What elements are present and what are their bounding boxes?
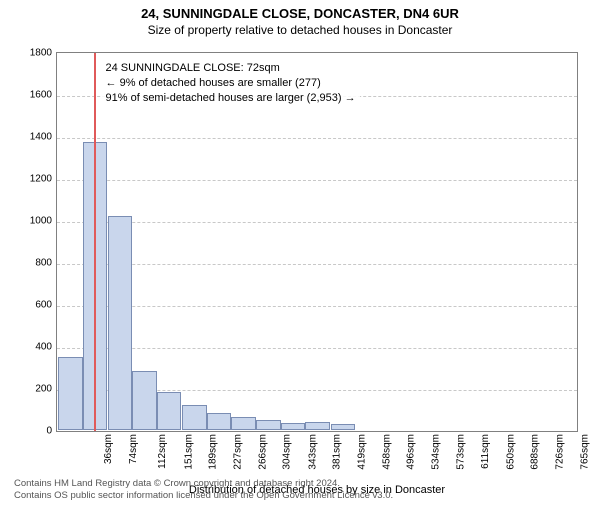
histogram-bar — [157, 392, 182, 430]
x-tick-label: 534sqm — [431, 434, 442, 470]
x-tick-label: 381sqm — [332, 434, 343, 470]
x-tick-label: 343sqm — [307, 434, 318, 470]
x-tick-label: 688sqm — [530, 434, 541, 470]
x-tick-label: 419sqm — [356, 434, 367, 470]
y-tick-label: 1200 — [22, 174, 52, 185]
plot-region: 24 SUNNINGDALE CLOSE: 72sqm← 9% of detac… — [56, 52, 578, 432]
histogram-bar — [132, 371, 157, 430]
histogram-bar — [305, 422, 330, 430]
x-tick-label: 765sqm — [580, 434, 591, 470]
chart-title: 24, SUNNINGDALE CLOSE, DONCASTER, DN4 6U… — [0, 6, 600, 21]
histogram-bar — [281, 423, 306, 430]
annotation-box: 24 SUNNINGDALE CLOSE: 72sqm← 9% of detac… — [102, 59, 360, 108]
x-tick-label: 74sqm — [128, 434, 139, 464]
x-tick-label: 726sqm — [555, 434, 566, 470]
histogram-bar — [256, 420, 281, 431]
y-tick-label: 800 — [22, 258, 52, 269]
annotation-line: 91% of semi-detached houses are larger (… — [106, 91, 356, 106]
chart-subtitle: Size of property relative to detached ho… — [0, 23, 600, 37]
histogram-bar — [108, 216, 133, 430]
histogram-bar — [231, 417, 256, 430]
histogram-bar — [331, 424, 356, 430]
histogram-bar — [207, 413, 232, 430]
reference-line — [94, 53, 96, 431]
gridline — [57, 348, 577, 349]
attribution-footer: Contains HM Land Registry data © Crown c… — [14, 478, 393, 502]
y-tick-label: 1600 — [22, 90, 52, 101]
footer-line2: Contains OS public sector information li… — [14, 490, 393, 502]
y-tick-label: 0 — [22, 426, 52, 437]
gridline — [57, 138, 577, 139]
histogram-bar — [182, 405, 207, 430]
y-tick-label: 1400 — [22, 132, 52, 143]
x-tick-label: 266sqm — [257, 434, 268, 470]
gridline — [57, 180, 577, 181]
x-tick-label: 304sqm — [282, 434, 293, 470]
x-tick-label: 611sqm — [480, 434, 491, 469]
gridline — [57, 222, 577, 223]
y-tick-label: 1800 — [22, 48, 52, 59]
y-tick-label: 600 — [22, 300, 52, 311]
gridline — [57, 306, 577, 307]
y-tick-label: 200 — [22, 384, 52, 395]
footer-line1: Contains HM Land Registry data © Crown c… — [14, 478, 393, 490]
x-tick-label: 496sqm — [406, 434, 417, 470]
histogram-bar — [58, 357, 83, 431]
x-tick-label: 650sqm — [505, 434, 516, 470]
gridline — [57, 264, 577, 265]
x-tick-label: 189sqm — [208, 434, 219, 470]
x-tick-label: 151sqm — [183, 434, 194, 470]
x-tick-label: 458sqm — [381, 434, 392, 470]
x-tick-label: 112sqm — [157, 434, 168, 469]
chart-area: Number of detached properties 24 SUNNING… — [56, 52, 578, 432]
y-tick-label: 1000 — [22, 216, 52, 227]
x-tick-label: 227sqm — [232, 434, 243, 470]
x-tick-label: 573sqm — [456, 434, 467, 470]
annotation-line: ← 9% of detached houses are smaller (277… — [106, 76, 356, 91]
annotation-line: 24 SUNNINGDALE CLOSE: 72sqm — [106, 61, 356, 76]
x-tick-label: 36sqm — [103, 434, 114, 464]
y-tick-label: 400 — [22, 342, 52, 353]
